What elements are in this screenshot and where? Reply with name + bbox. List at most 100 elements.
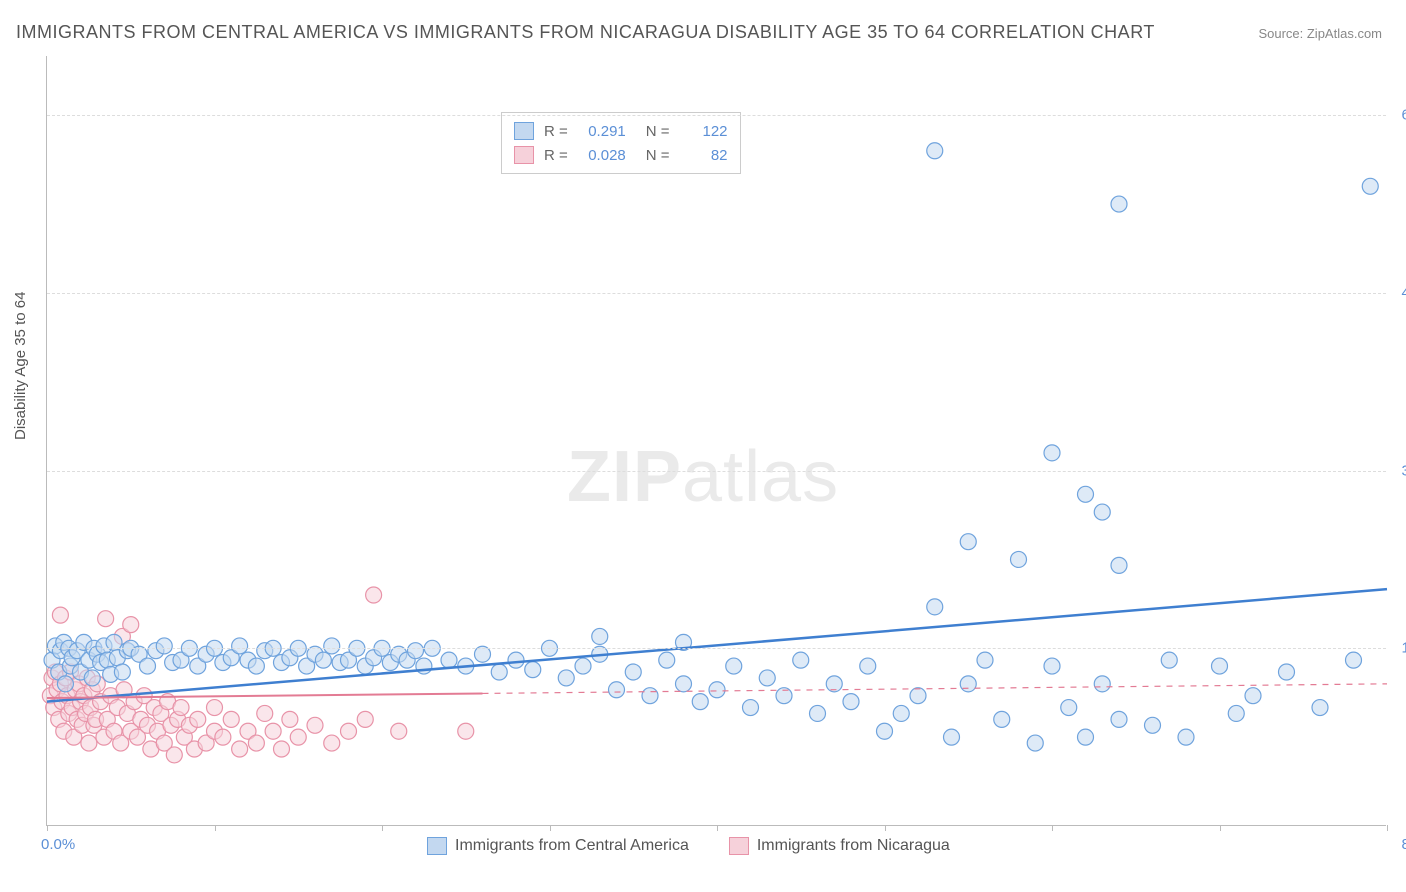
scatter-point-blue — [1078, 486, 1094, 502]
scatter-point-pink — [458, 723, 474, 739]
scatter-point-blue — [609, 682, 625, 698]
scatter-point-blue — [84, 670, 100, 686]
scatter-point-blue — [1178, 729, 1194, 745]
x-tick — [215, 825, 216, 831]
scatter-point-pink — [190, 711, 206, 727]
gridline — [47, 115, 1386, 116]
x-legend: Immigrants from Central America Immigrant… — [427, 837, 950, 855]
plot-area: ZIPatlas R =0.291N =122R =0.028N =82 Imm… — [46, 56, 1386, 826]
gridline — [47, 648, 1386, 649]
scatter-point-pink — [357, 711, 373, 727]
scatter-point-blue — [1078, 729, 1094, 745]
scatter-point-blue — [1011, 551, 1027, 567]
stats-box: R = 0.291 N = 122R = 0.028 N = 82 — [501, 112, 741, 174]
x-legend-item: Immigrants from Central America — [427, 837, 689, 855]
n-label: N = — [646, 147, 670, 164]
scatter-point-pink — [324, 735, 340, 751]
gridline — [47, 293, 1386, 294]
scatter-point-pink — [307, 717, 323, 733]
scatter-point-blue — [893, 705, 909, 721]
scatter-point-blue — [944, 729, 960, 745]
scatter-point-blue — [525, 662, 541, 678]
scatter-point-blue — [927, 143, 943, 159]
n-label: N = — [646, 123, 670, 140]
scatter-point-pink — [215, 729, 231, 745]
scatter-point-blue — [1228, 705, 1244, 721]
r-value: 0.291 — [578, 123, 626, 140]
scatter-point-blue — [625, 664, 641, 680]
scatter-point-blue — [1111, 196, 1127, 212]
scatter-point-blue — [1145, 717, 1161, 733]
scatter-point-blue — [927, 599, 943, 615]
y-tick-label: 30.0% — [1401, 462, 1406, 479]
r-label: R = — [544, 123, 568, 140]
scatter-point-blue — [1111, 557, 1127, 573]
scatter-point-pink — [257, 705, 273, 721]
y-tick-label: 60.0% — [1401, 107, 1406, 124]
scatter-point-blue — [1245, 688, 1261, 704]
scatter-point-blue — [315, 652, 331, 668]
scatter-point-pink — [98, 611, 114, 627]
y-tick-label: 15.0% — [1401, 640, 1406, 657]
scatter-point-blue — [676, 676, 692, 692]
scatter-point-blue — [960, 534, 976, 550]
scatter-point-blue — [558, 670, 574, 686]
x-tick — [550, 825, 551, 831]
stats-row: R = 0.291 N = 122 — [514, 119, 728, 143]
scatter-point-blue — [910, 688, 926, 704]
scatter-point-pink — [166, 747, 182, 763]
n-value: 82 — [680, 147, 728, 164]
scatter-point-pink — [173, 700, 189, 716]
scatter-point-blue — [57, 676, 73, 692]
gridline — [47, 471, 1386, 472]
scatter-point-pink — [207, 700, 223, 716]
x-tick — [1387, 825, 1388, 831]
scatter-point-blue — [659, 652, 675, 668]
scatter-point-blue — [1044, 658, 1060, 674]
scatter-point-blue — [1111, 711, 1127, 727]
scatter-point-blue — [1362, 178, 1378, 194]
scatter-point-pink — [366, 587, 382, 603]
x-max-label: 80.0% — [1401, 836, 1406, 853]
scatter-point-blue — [759, 670, 775, 686]
scatter-point-blue — [960, 676, 976, 692]
scatter-point-blue — [743, 700, 759, 716]
x-legend-item: Immigrants from Nicaragua — [729, 837, 950, 855]
scatter-point-blue — [1279, 664, 1295, 680]
scatter-point-blue — [977, 652, 993, 668]
legend-swatch-pink — [729, 837, 749, 855]
scatter-point-pink — [274, 741, 290, 757]
scatter-point-blue — [1346, 652, 1362, 668]
scatter-point-blue — [1312, 700, 1328, 716]
r-value: 0.028 — [578, 147, 626, 164]
scatter-point-blue — [642, 688, 658, 704]
chart-title: IMMIGRANTS FROM CENTRAL AMERICA VS IMMIG… — [16, 22, 1155, 43]
source-label: Source: ZipAtlas.com — [1258, 26, 1382, 41]
scatter-point-blue — [140, 658, 156, 674]
legend-swatch-blue — [514, 122, 534, 140]
scatter-point-blue — [1044, 445, 1060, 461]
scatter-point-blue — [709, 682, 725, 698]
scatter-point-pink — [282, 711, 298, 727]
x-tick — [47, 825, 48, 831]
scatter-point-blue — [692, 694, 708, 710]
scatter-point-blue — [592, 628, 608, 644]
n-value: 122 — [680, 123, 728, 140]
scatter-point-blue — [1094, 676, 1110, 692]
scatter-point-blue — [508, 652, 524, 668]
legend-swatch-pink — [514, 146, 534, 164]
scatter-point-blue — [793, 652, 809, 668]
scatter-point-pink — [290, 729, 306, 745]
scatter-point-blue — [860, 658, 876, 674]
scatter-point-blue — [114, 664, 130, 680]
scatter-point-blue — [1161, 652, 1177, 668]
scatter-point-blue — [810, 705, 826, 721]
scatter-point-pink — [232, 741, 248, 757]
scatter-point-blue — [324, 638, 340, 654]
x-min-label: 0.0% — [41, 836, 75, 853]
scatter-point-blue — [994, 711, 1010, 727]
scatter-point-blue — [248, 658, 264, 674]
x-legend-label: Immigrants from Nicaragua — [757, 837, 950, 855]
scatter-point-blue — [408, 643, 424, 659]
x-tick — [717, 825, 718, 831]
